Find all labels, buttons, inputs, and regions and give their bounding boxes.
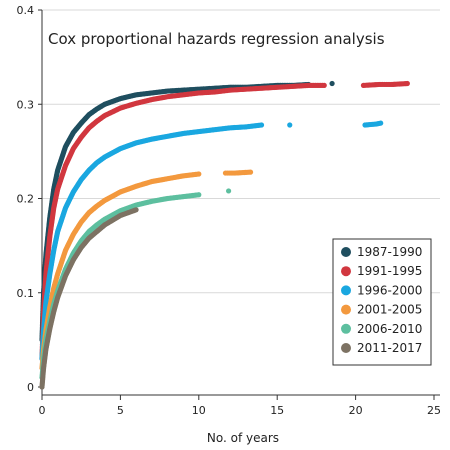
y-tick-label: 0.1 — [17, 287, 35, 300]
series-2011-2017 — [39, 207, 139, 390]
data-point — [133, 207, 139, 213]
legend-marker — [341, 247, 351, 257]
y-tick-label: 0.3 — [17, 98, 35, 111]
data-point — [258, 122, 265, 128]
legend-marker — [341, 285, 351, 296]
legend-box — [332, 238, 432, 366]
legend-label: 2006-2010 — [357, 322, 422, 336]
y-tick-label: 0.2 — [17, 193, 35, 206]
data-point — [378, 120, 384, 126]
legend-marker — [341, 343, 351, 353]
data-point — [329, 80, 335, 87]
chart-title: Cox proportional hazards regression anal… — [48, 30, 385, 48]
x-tick-label: 0 — [39, 404, 46, 417]
legend-label: 2011-2017 — [357, 341, 422, 355]
x-tick-label: 20 — [349, 404, 363, 417]
x-tick-label: 25 — [427, 404, 441, 417]
x-tick-label: 5 — [117, 404, 124, 417]
x-axis-title: No. of years — [207, 431, 279, 445]
legend-label: 2001-2005 — [357, 303, 422, 317]
data-point — [287, 122, 293, 128]
y-tick-label: 0.4 — [17, 4, 35, 17]
data-point — [247, 169, 254, 175]
data-point — [321, 82, 327, 88]
data-point — [404, 80, 410, 87]
data-point — [225, 188, 232, 194]
legend-label: 1991-1995 — [357, 264, 422, 278]
data-point — [196, 192, 202, 198]
legend-label: 1996-2000 — [357, 283, 422, 297]
x-tick-label: 15 — [270, 404, 284, 417]
legend-marker — [341, 323, 351, 334]
axes: 0 0.1 0.2 0.3 0.4 0 5 10 15 20 25 — [17, 4, 442, 417]
data-point — [196, 171, 202, 177]
x-tick-label: 10 — [192, 404, 206, 417]
legend-marker — [341, 304, 351, 315]
legend-label: 1987-1990 — [357, 245, 422, 259]
legend-marker — [341, 266, 351, 277]
legend: 1987-1990 1991-1995 1996-2000 2001-2005 2006… — [332, 238, 432, 366]
y-tick-label: 0 — [27, 381, 34, 394]
data-points — [39, 80, 410, 390]
